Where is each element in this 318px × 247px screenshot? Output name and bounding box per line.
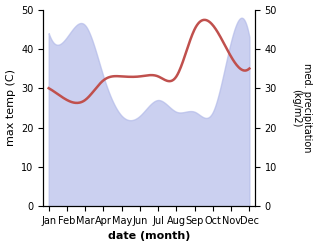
Y-axis label: max temp (C): max temp (C) xyxy=(5,69,16,146)
Y-axis label: med. precipitation
(kg/m2): med. precipitation (kg/m2) xyxy=(291,63,313,153)
X-axis label: date (month): date (month) xyxy=(108,231,190,242)
